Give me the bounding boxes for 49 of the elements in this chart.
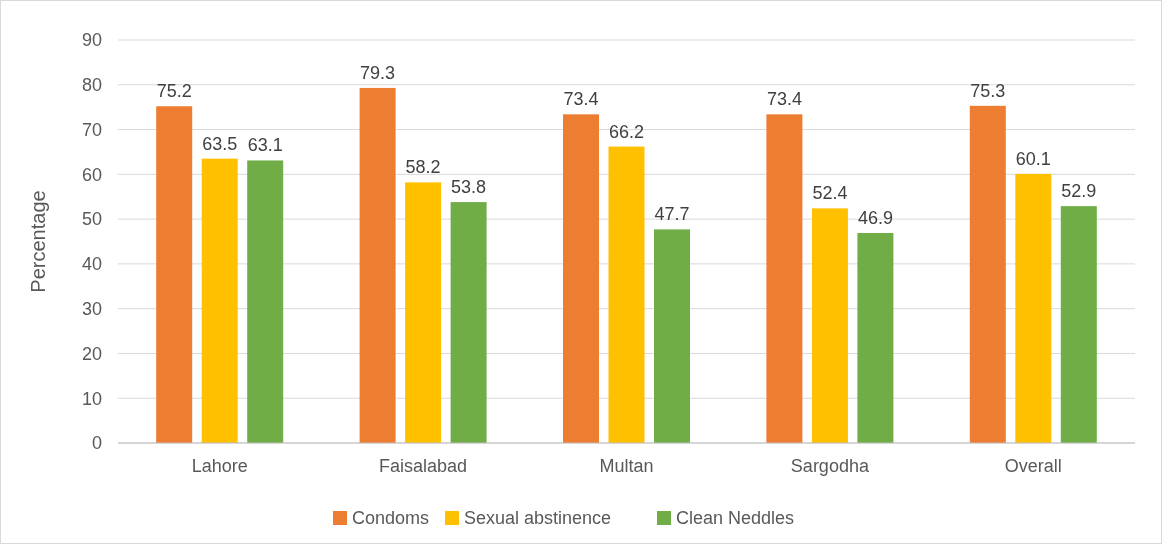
data-label: 75.3 — [970, 80, 1006, 101]
data-label: 46.9 — [857, 207, 893, 228]
data-label: 47.7 — [654, 204, 690, 225]
bar — [563, 114, 599, 443]
y-tick-label: 70 — [81, 119, 102, 140]
bar — [857, 232, 894, 443]
x-tick-label: Multan — [599, 456, 654, 476]
bar — [405, 182, 442, 443]
x-tick-label: Overall — [1004, 456, 1062, 476]
data-label: 63.5 — [202, 133, 238, 154]
legend-label: Condoms — [352, 508, 430, 529]
data-label: 73.4 — [563, 89, 599, 110]
bar — [654, 229, 690, 443]
x-tick-label: Sargodha — [790, 456, 870, 476]
data-label: 58.2 — [405, 157, 441, 178]
y-tick-label: 0 — [91, 433, 102, 454]
bar — [811, 208, 848, 443]
bar — [450, 202, 487, 443]
data-label: 52.9 — [1061, 181, 1097, 202]
y-tick-label: 10 — [81, 388, 102, 409]
bar — [359, 87, 396, 443]
data-label: 73.4 — [766, 89, 802, 110]
y-tick-label: 40 — [81, 254, 102, 275]
data-label: 75.2 — [156, 81, 192, 102]
bar — [1060, 206, 1097, 443]
bar — [247, 160, 284, 443]
y-tick-label: 60 — [81, 164, 102, 185]
bar — [969, 105, 1006, 443]
y-tick-label: 80 — [81, 75, 102, 96]
data-label: 63.1 — [247, 135, 283, 156]
legend-label: Sexual abstinence — [464, 508, 612, 529]
data-label: 53.8 — [451, 177, 487, 198]
y-axis-title: Percentage — [27, 190, 49, 293]
bar — [156, 106, 193, 443]
y-tick-label: 90 — [81, 30, 102, 51]
y-tick-label: 20 — [81, 343, 102, 364]
data-label: 52.4 — [812, 183, 848, 204]
data-label: 66.2 — [608, 121, 645, 142]
bar — [1015, 173, 1052, 443]
legend-label: Clean Neddles — [676, 508, 795, 529]
y-tick-label: 30 — [81, 298, 102, 319]
y-tick-label: 50 — [81, 209, 102, 230]
x-tick-label: Lahore — [191, 456, 248, 476]
x-tick-label: Faisalabad — [379, 456, 468, 476]
bar — [608, 146, 645, 443]
data-label: 79.3 — [360, 62, 396, 83]
data-label: 60.1 — [1015, 148, 1051, 169]
bar — [201, 158, 238, 443]
bar — [766, 114, 803, 443]
